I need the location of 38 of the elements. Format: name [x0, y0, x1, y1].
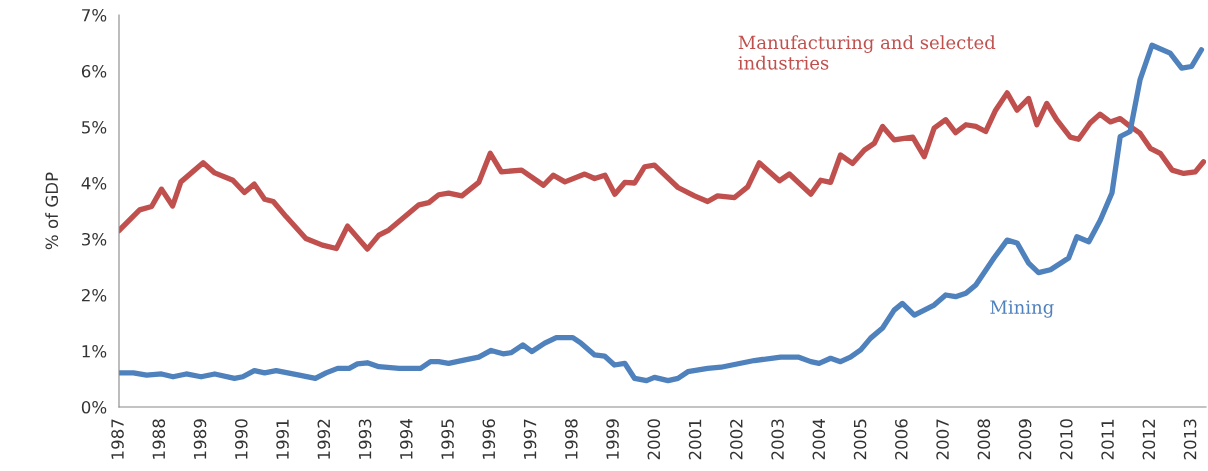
x-tick-label: 1998: [565, 419, 578, 459]
x-tick-label: 2000: [647, 419, 661, 460]
x-tick-label: 2004: [812, 419, 826, 460]
x-tick-label: 1992: [317, 419, 331, 459]
x-tick-label: 2001: [688, 419, 702, 460]
y-tick-label: 3%: [82, 232, 107, 246]
x-tick-label: 1990: [234, 419, 248, 459]
x-tick-label: 1996: [482, 419, 496, 459]
x-tick-label: 1994: [400, 419, 413, 459]
y-tick-label: 7%: [82, 8, 107, 22]
x-tick-label: 1987: [111, 419, 124, 459]
x-tick-label: 1993: [358, 419, 372, 459]
x-tick-label: 1989: [193, 419, 207, 459]
y-tick-label: 2%: [81, 288, 107, 302]
x-tick-label: 2003: [771, 419, 784, 460]
x-tick-label: 1997: [523, 419, 537, 459]
y-tick-label: 6%: [81, 64, 107, 78]
x-tick-label: 2005: [853, 419, 867, 460]
x-tick-label: 2010: [1060, 419, 1073, 460]
y-tick-label: 5%: [82, 120, 107, 134]
series-label: Mining: [990, 300, 1054, 318]
x-tick-label: 1995: [441, 419, 454, 459]
series-label: Manufacturing and selected industries: [738, 35, 996, 70]
x-tick-label: 1988: [152, 419, 166, 459]
x-tick-label: 2006: [895, 419, 908, 460]
x-tick-label: 2008: [977, 419, 991, 460]
y-axis-title: % of GDP: [45, 172, 59, 250]
y-tick-label: 1%: [82, 344, 107, 358]
x-tick-label: 2012: [1142, 419, 1156, 460]
x-tick-label: 1999: [606, 419, 619, 459]
x-tick-label: 2013: [1183, 419, 1197, 460]
y-tick-label: 0%: [81, 400, 107, 414]
x-tick-label: 2002: [730, 419, 743, 460]
x-tick-label: 2009: [1018, 419, 1032, 460]
y-tick-label: 4%: [81, 176, 107, 190]
x-tick-label: 2007: [936, 419, 949, 460]
x-tick-label: 1991: [276, 419, 289, 459]
x-tick-label: 2011: [1101, 419, 1114, 460]
